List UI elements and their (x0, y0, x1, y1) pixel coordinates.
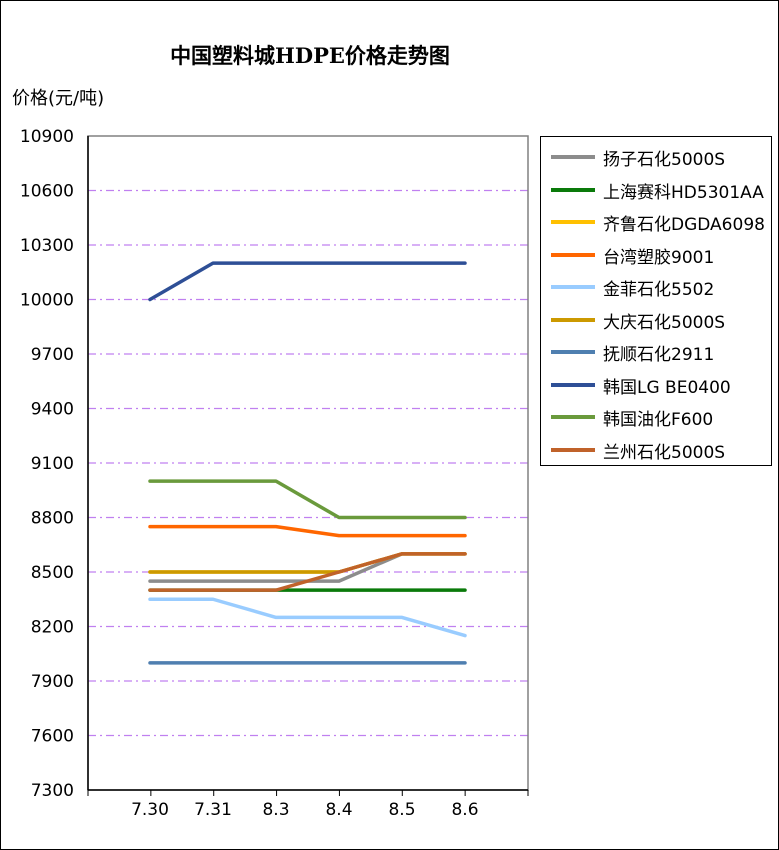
y-tick-label: 9400 (31, 400, 74, 420)
legend-item: 扬子石化5000S (547, 143, 771, 171)
legend-swatch (551, 155, 595, 159)
y-tick-label: 10900 (20, 127, 74, 147)
legend-item: 抚顺石化2911 (547, 338, 771, 366)
y-tick-label: 7900 (31, 672, 74, 692)
x-tick-label: 8.3 (262, 800, 289, 820)
y-tick-label: 9700 (31, 345, 74, 365)
y-tick-label: 10600 (20, 182, 74, 202)
legend: 扬子石化5000S 上海赛科HD5301AA 齐鲁石化DGDA6098 台湾塑胶900… (540, 136, 772, 466)
legend-item: 大庆石化5000S (547, 306, 771, 334)
y-tick-label: 8800 (31, 509, 74, 529)
legend-swatch (551, 187, 595, 192)
series-line-3 (148, 552, 467, 574)
x-tick-label: 8.4 (325, 800, 352, 820)
legend-label: 抚顺石化2911 (603, 345, 715, 365)
legend-label: 齐鲁石化DGDA6098 (603, 215, 765, 235)
legend-label: 韩国LG BE0400 (603, 377, 731, 398)
legend-item: 上海赛科HD5301AA (547, 176, 771, 204)
x-tick-label: 7.30 (131, 800, 169, 820)
legend-label: 韩国油化F600 (603, 410, 714, 430)
y-tick-label: 10300 (20, 236, 74, 256)
legend-swatch (551, 415, 595, 419)
legend-label: 台湾塑胶9001 (603, 247, 715, 268)
y-tick-label: 7300 (31, 781, 74, 801)
y-tick-label: 7600 (31, 727, 74, 747)
legend-label: 扬子石化5000S (603, 150, 726, 170)
x-tick-label: 7.31 (194, 800, 232, 820)
series-line-8 (148, 261, 467, 302)
chart-title: 中国塑料城HDPE价格走势图 (170, 43, 450, 68)
legend-item: 金菲石化5502 (547, 273, 771, 301)
legend-swatch (551, 382, 595, 387)
legend-swatch (551, 252, 595, 257)
series-line-4 (148, 524, 467, 538)
legend-swatch (551, 447, 595, 452)
legend-item: 台湾塑胶9001 (547, 241, 771, 269)
y-axis-label: 价格(元/吨) (12, 88, 105, 109)
series-line-9 (148, 479, 467, 520)
legend-label: 上海赛科HD5301AA (603, 182, 764, 203)
legend-swatch (551, 220, 595, 224)
series-line-5 (148, 597, 467, 638)
legend-item: 兰州石化5000S (547, 436, 771, 464)
legend-label: 兰州石化5000S (603, 442, 726, 463)
y-tick-label: 10000 (20, 291, 74, 311)
y-tick-label: 8500 (31, 563, 74, 583)
tick-labels: 7300 7600 7900 8200 8500 8800 9100 9400 9700 1000… (20, 127, 479, 820)
y-tick-label: 8200 (31, 618, 74, 638)
series-lines (148, 261, 467, 665)
legend-swatch (551, 285, 595, 289)
legend-label: 大庆石化5000S (603, 312, 726, 333)
y-tick-label: 9100 (31, 454, 74, 474)
legend-swatch (551, 317, 595, 322)
gridlines (88, 189, 528, 737)
legend-item: 齐鲁石化DGDA6098 (547, 208, 771, 236)
legend-swatch (551, 350, 595, 354)
axes (87, 135, 529, 796)
legend-item: 韩国油化F600 (547, 403, 771, 431)
x-tick-label: 8.5 (388, 800, 415, 820)
legend-item: 韩国LG BE0400 (547, 371, 771, 399)
legend-label: 金菲石化5502 (603, 280, 715, 300)
series-line-10 (148, 552, 467, 592)
series-line-6 (148, 552, 467, 574)
series-line-1 (148, 552, 467, 583)
x-tick-label: 8.6 (451, 800, 478, 820)
